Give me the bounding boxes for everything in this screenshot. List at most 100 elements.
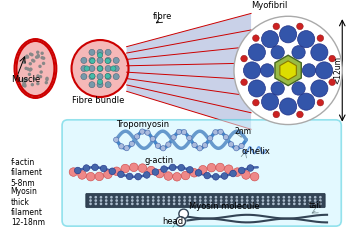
Circle shape [250,172,259,181]
Circle shape [309,196,311,199]
Circle shape [31,59,34,62]
Circle shape [282,196,285,199]
Circle shape [105,57,111,63]
Circle shape [105,74,110,79]
Circle shape [197,146,202,151]
Circle shape [105,203,108,205]
Circle shape [242,171,250,179]
Circle shape [189,203,191,205]
Circle shape [134,134,140,139]
Circle shape [42,56,46,60]
Circle shape [36,54,40,57]
Circle shape [145,130,150,135]
Circle shape [121,164,130,173]
Circle shape [115,199,118,202]
Circle shape [183,199,186,202]
Circle shape [97,74,103,80]
Circle shape [105,82,111,88]
Circle shape [316,62,333,79]
Circle shape [225,203,228,205]
Circle shape [147,199,149,202]
Circle shape [97,79,103,84]
Circle shape [23,61,26,64]
Circle shape [81,57,87,63]
Circle shape [311,80,328,97]
Circle shape [89,74,95,80]
Circle shape [28,73,31,76]
Circle shape [29,52,32,56]
Circle shape [105,74,111,80]
Circle shape [178,203,181,205]
Circle shape [199,196,202,199]
Circle shape [273,111,280,118]
Circle shape [45,77,49,80]
Circle shape [155,143,161,149]
Circle shape [303,199,306,202]
Circle shape [181,171,190,180]
Circle shape [168,196,170,199]
Circle shape [42,62,45,65]
Circle shape [199,165,207,174]
FancyBboxPatch shape [62,120,341,226]
Circle shape [36,55,40,59]
Circle shape [271,46,284,59]
Circle shape [319,203,322,205]
Circle shape [207,163,216,172]
Circle shape [89,66,95,71]
Circle shape [105,66,111,71]
Circle shape [215,199,217,202]
Circle shape [110,203,113,205]
Circle shape [277,203,280,205]
Circle shape [280,98,297,115]
Circle shape [130,163,138,172]
Circle shape [161,166,167,172]
Circle shape [178,199,181,202]
Polygon shape [127,13,251,129]
Circle shape [24,56,27,59]
Circle shape [29,67,32,71]
Circle shape [297,23,303,30]
Circle shape [173,172,181,181]
Circle shape [171,135,176,140]
Circle shape [97,53,103,58]
Text: f-actin
filament
5-8nm: f-actin filament 5-8nm [11,158,43,188]
Circle shape [95,199,97,202]
Circle shape [26,67,30,71]
Circle shape [267,196,269,199]
Circle shape [251,196,254,199]
Circle shape [179,209,189,219]
Text: head: head [163,217,184,226]
Circle shape [136,199,139,202]
Circle shape [95,172,103,181]
Circle shape [256,203,259,205]
Circle shape [162,199,165,202]
Circle shape [22,82,26,85]
Circle shape [220,203,222,205]
Circle shape [241,203,243,205]
Circle shape [230,203,233,205]
Circle shape [303,203,306,205]
Circle shape [241,196,243,199]
Circle shape [282,203,285,205]
Circle shape [225,199,228,202]
Circle shape [221,173,228,179]
Circle shape [194,196,196,199]
Circle shape [311,44,328,61]
Circle shape [147,166,155,175]
Circle shape [136,203,139,205]
Circle shape [161,146,166,151]
Circle shape [209,203,212,205]
Circle shape [25,55,29,58]
Circle shape [218,129,223,134]
Circle shape [121,203,123,205]
Circle shape [235,196,238,199]
Circle shape [298,199,301,202]
Circle shape [97,66,103,71]
Text: tail: tail [309,201,322,210]
Circle shape [261,64,274,77]
Circle shape [248,44,265,61]
Circle shape [271,82,284,95]
Circle shape [29,68,32,71]
Circle shape [126,203,128,205]
Circle shape [97,82,103,88]
